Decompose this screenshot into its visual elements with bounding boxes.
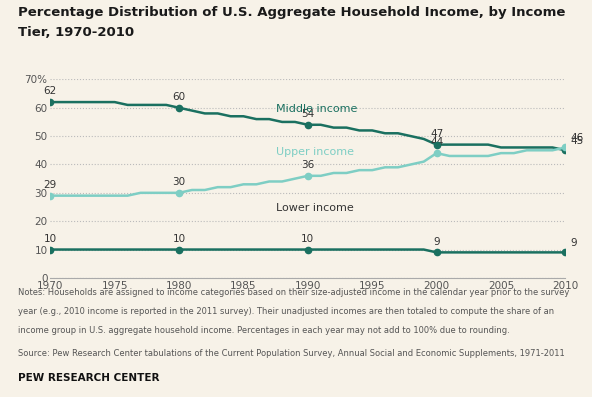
Text: 10: 10 — [44, 234, 57, 244]
Text: 54: 54 — [301, 109, 314, 119]
Text: Lower income: Lower income — [276, 203, 353, 213]
Text: 45: 45 — [571, 136, 584, 146]
Text: 10: 10 — [301, 234, 314, 244]
Text: 9: 9 — [571, 238, 577, 248]
Text: 60: 60 — [172, 92, 186, 102]
Text: 47: 47 — [430, 129, 443, 139]
Text: 9: 9 — [433, 237, 440, 247]
Text: Tier, 1970-2010: Tier, 1970-2010 — [18, 26, 134, 39]
Text: Notes: Households are assigned to income categories based on their size-adjusted: Notes: Households are assigned to income… — [18, 288, 569, 297]
Text: Middle income: Middle income — [276, 104, 357, 114]
Text: 29: 29 — [44, 180, 57, 190]
Text: PEW RESEARCH CENTER: PEW RESEARCH CENTER — [18, 373, 159, 383]
Text: year (e.g., 2010 income is reported in the 2011 survey). Their unadjusted income: year (e.g., 2010 income is reported in t… — [18, 307, 554, 316]
Text: 62: 62 — [44, 87, 57, 96]
Text: income group in U.S. aggregate household income. Percentages in each year may no: income group in U.S. aggregate household… — [18, 326, 510, 335]
Text: 36: 36 — [301, 160, 314, 170]
Text: Percentage Distribution of U.S. Aggregate Household Income, by Income: Percentage Distribution of U.S. Aggregat… — [18, 6, 565, 19]
Text: 46: 46 — [571, 133, 584, 143]
Text: Upper income: Upper income — [276, 146, 353, 156]
Text: 30: 30 — [172, 177, 186, 187]
Text: 10: 10 — [172, 234, 186, 244]
Text: 44: 44 — [430, 137, 443, 147]
Text: Source: Pew Research Center tabulations of the Current Population Survey, Annual: Source: Pew Research Center tabulations … — [18, 349, 565, 358]
